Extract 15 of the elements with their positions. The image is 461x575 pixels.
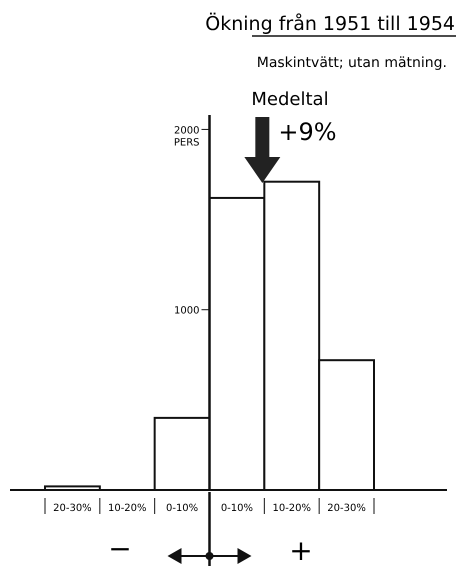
text: −: [108, 532, 132, 565]
y-axis-title: PERS: [174, 137, 200, 148]
text: Medeltal: [251, 89, 329, 110]
annotation: +9%: [278, 118, 337, 146]
x-tick-label: 20-30%: [53, 503, 92, 514]
x-tick-label: 20-30%: [327, 503, 366, 514]
x-tick-label: 10-20%: [108, 503, 147, 514]
x-tick-label: 0-10%: [166, 503, 198, 514]
x-tick-label: 0-10%: [220, 503, 254, 514]
y-tick-label: 1000: [174, 306, 200, 317]
chart-subtitle: Maskintvätt; utan mätning.: [256, 55, 447, 71]
chart-title: Ökning från 1951 till 1954: [205, 12, 455, 35]
text: +: [289, 534, 313, 567]
y-tick-label: 2000: [174, 125, 200, 136]
x-tick-label: 10-20%: [272, 503, 312, 514]
